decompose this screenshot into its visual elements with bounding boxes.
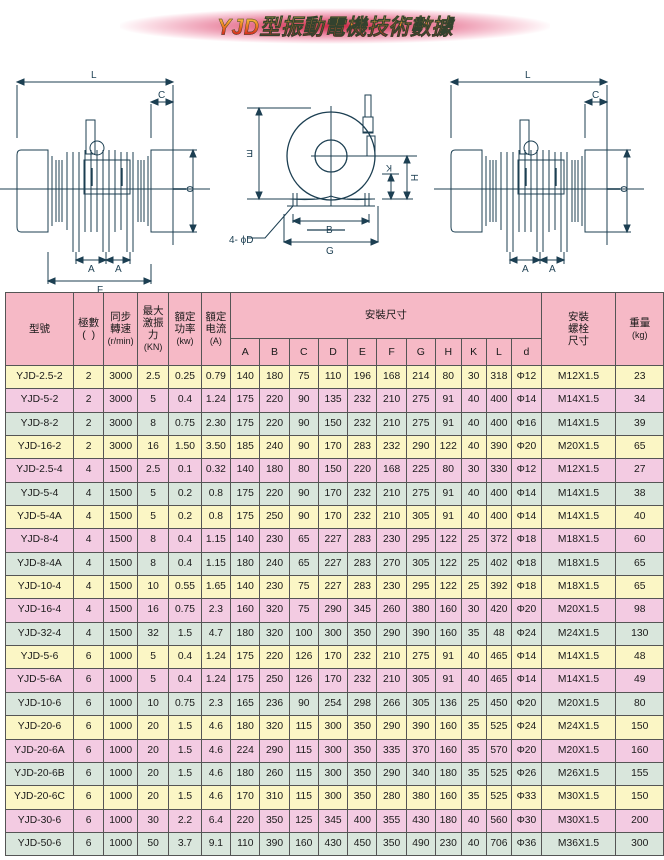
svg-text:4- ϕD: 4- ϕD — [229, 235, 254, 246]
svg-text:H: H — [408, 174, 419, 181]
svg-text:A: A — [115, 264, 122, 275]
svg-text:K: K — [386, 163, 392, 173]
svg-text:G: G — [326, 246, 334, 257]
svg-text:C: C — [158, 90, 165, 101]
svg-text:A: A — [88, 264, 95, 275]
svg-text:L: L — [91, 70, 97, 81]
svg-text:L: L — [525, 70, 531, 81]
svg-text:E: E — [246, 147, 253, 158]
svg-text:A: A — [549, 264, 556, 275]
svg-text:A: A — [522, 264, 529, 275]
svg-text:C: C — [592, 90, 599, 101]
